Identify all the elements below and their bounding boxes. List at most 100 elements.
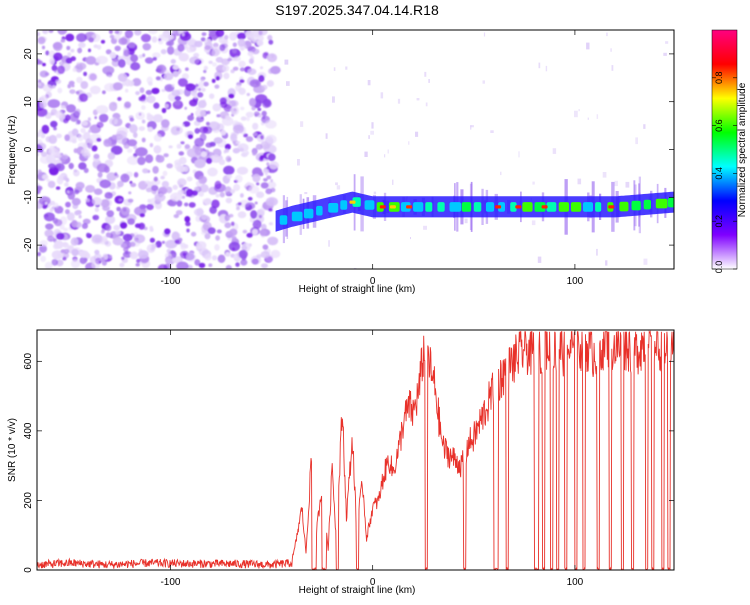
noise-blob [153,176,158,182]
noise-blob [51,250,64,260]
noise-blob [204,232,211,240]
noise-blob [44,229,54,238]
noise-blob [237,38,246,47]
noise-blob [260,141,270,150]
noise-blob [123,247,129,252]
noise-blob [67,52,72,57]
noise-blob [93,153,100,159]
noise-blob [261,84,268,90]
noise-blob [239,79,245,83]
noise-blob [51,258,59,266]
noise-blob [50,111,54,116]
noise-blob [75,181,85,190]
noise-blob [164,103,169,109]
noise-blob [156,65,163,73]
noise-blob [37,58,41,65]
noise-blob [64,182,69,187]
noise-blob [155,155,165,163]
noise-blob [240,46,245,51]
noise-blob [148,81,153,86]
noise-blob [252,228,258,236]
noise-blob [174,239,180,244]
noise-blob [139,87,145,94]
noise-blob [108,254,113,259]
noise-blob [101,235,108,243]
noise-blob [96,137,102,142]
noise-blob [129,117,135,122]
noise-speck [364,151,368,157]
noise-blob [58,61,65,66]
noise-blob [232,147,240,154]
noise-blob [40,95,48,104]
noise-blob [179,184,184,188]
noise-blob [230,69,235,74]
noise-blob [194,40,203,48]
x-tick-label: 100 [567,577,584,588]
noise-blob [230,133,238,143]
noise-blob [195,83,199,88]
noise-speck [408,141,410,145]
noise-blob [224,222,232,229]
noise-blob [65,201,71,208]
noise-blob [138,54,143,59]
noise-blob [41,45,46,50]
noise-blob [101,228,105,233]
colorbar-tick-label: 0.8 [714,72,724,85]
noise-blob [68,80,75,86]
noise-blob [117,96,122,101]
noise-blob [181,195,186,199]
noise-speck [606,32,608,37]
noise-blob [264,120,277,129]
noise-blob [52,85,56,89]
noise-blob [57,30,68,35]
noise-blob [251,48,260,55]
noise-blob [194,137,205,147]
noise-speck [464,218,468,224]
signal-core [425,202,433,212]
noise-blob [37,82,42,86]
signal-core [485,202,495,212]
noise-blob [126,155,140,165]
noise-blob [201,32,207,36]
noise-blob [165,255,176,265]
noise-speck [416,98,420,101]
colorbar-tick-label: 0.0 [714,261,724,274]
noise-blob [212,62,217,67]
noise-blob [262,244,269,250]
noise-blob [185,83,196,92]
noise-blob [247,196,253,201]
signal-core [449,202,462,212]
noise-blob [74,189,80,195]
y-tick-label: 0 [23,567,34,573]
noise-blob [176,261,189,269]
noise-blob [199,126,209,134]
noise-blob [215,235,221,241]
noise-blob [70,259,81,269]
signal-core [279,215,288,225]
noise-blob [184,202,189,207]
noise-speck [336,185,341,190]
snr-y-label: SNR (10 * v/v) [7,418,18,482]
noise-blob [229,32,238,41]
noise-blob [149,143,154,148]
noise-blob [194,109,206,118]
noise-blob [45,50,50,56]
noise-blob [185,252,197,262]
noise-blob [247,51,254,57]
noise-blob [57,87,63,94]
noise-blob [266,162,270,166]
noise-blob [161,89,166,92]
noise-blob [142,43,152,51]
noise-blob [108,30,113,34]
noise-blob [178,52,189,62]
noise-blob [211,48,220,57]
noise-blob [114,45,121,52]
noise-blob [117,58,126,68]
noise-blob [267,236,279,246]
spectrogram-plot-area [37,30,674,269]
noise-blob [184,106,188,110]
noise-blob [135,147,148,157]
noise-blob [266,175,272,180]
noise-speck [284,59,289,65]
noise-blob [152,52,161,59]
